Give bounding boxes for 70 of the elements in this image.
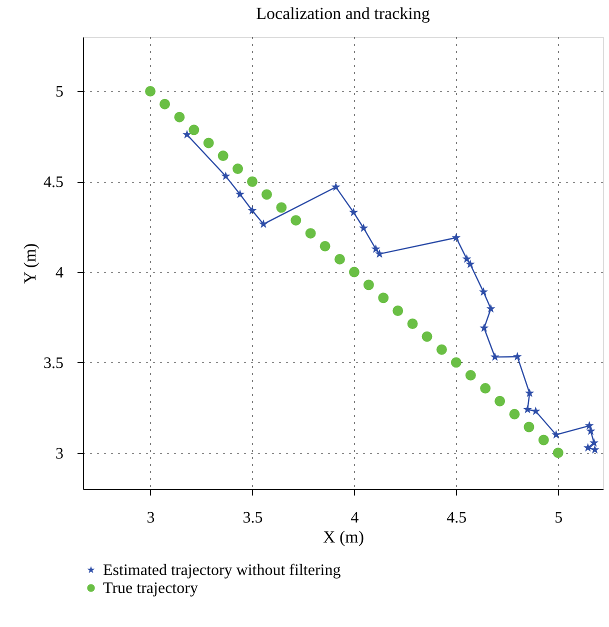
point [512,352,522,360]
point [160,98,170,110]
point [371,244,380,253]
point [258,219,268,228]
y-tick-label: 3 [56,445,64,462]
point [538,434,549,446]
point [218,150,228,162]
point [452,232,461,242]
point [590,445,600,454]
legend-label: True trajectory [103,580,198,597]
point [203,138,214,148]
point [349,208,358,216]
point [480,323,489,332]
point [374,249,384,258]
y-tick-label: 5 [56,84,64,101]
point [583,443,592,452]
point [531,406,540,416]
x-tick-label: 4.5 [446,510,467,526]
point [422,331,432,342]
point [509,408,520,420]
point [465,370,476,381]
point [486,304,496,313]
point [378,292,389,304]
point [480,383,491,394]
point [584,420,594,430]
point [490,352,500,361]
point [392,306,404,316]
point [290,215,302,226]
point [524,422,534,432]
y-axis-title: Y (m) [20,243,40,284]
point [523,404,532,414]
point [331,182,340,191]
point [462,254,472,263]
point [232,164,244,174]
x-tick-label: 3 [146,510,155,526]
point [478,287,488,296]
point [525,388,534,398]
chart-title: Localization and tracking [256,4,430,23]
point [436,344,447,355]
y-tick-label: 4 [56,264,64,282]
point [320,240,330,252]
x-axis-title: X (m) [322,528,364,546]
point [359,223,368,232]
point [494,396,506,406]
y-tick-label: 4.5 [44,174,64,192]
point [305,228,316,239]
point [466,260,475,268]
point [363,280,374,290]
point [348,266,360,278]
point [145,86,156,96]
point [174,112,185,122]
point [221,171,230,180]
point [182,130,192,138]
point [407,318,418,329]
point [552,430,561,439]
x-tick-label: 3.5 [242,510,263,526]
point [276,202,287,213]
point [590,438,599,447]
point [334,254,345,264]
legend-label: Estimated trajectory without filtering [103,562,341,579]
point [236,190,245,198]
point [552,448,564,458]
point [188,124,200,136]
x-tick-label: 5 [554,510,563,526]
y-tick-label: 3.5 [44,354,64,372]
point [247,176,258,187]
x-tick-label: 4 [350,510,359,526]
point [450,357,462,368]
point [248,206,257,214]
point [261,189,272,200]
